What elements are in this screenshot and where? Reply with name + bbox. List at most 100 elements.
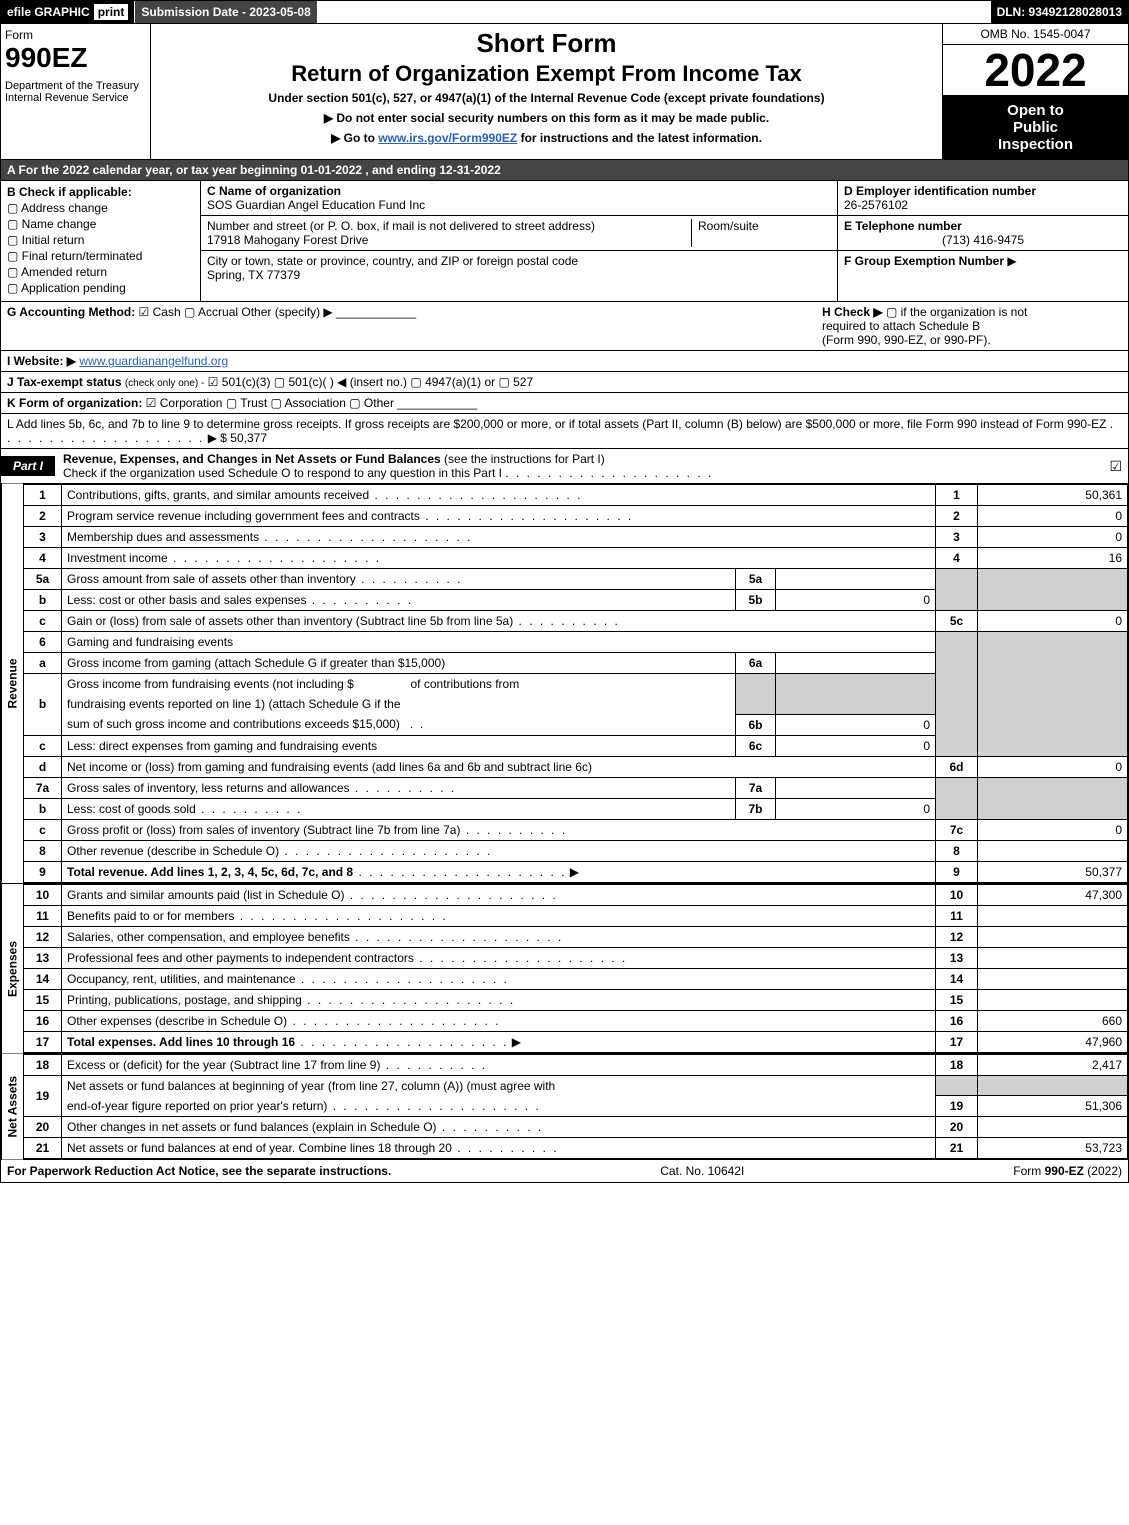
print-button[interactable]: print: [94, 4, 129, 20]
addr-value: 17918 Mahogany Forest Drive: [207, 233, 368, 247]
l5a-desc: Gross amount from sale of assets other t…: [67, 572, 356, 586]
l12-desc: Salaries, other compensation, and employ…: [67, 930, 350, 944]
revenue-side-label: Revenue: [1, 484, 23, 883]
l8-desc: Other revenue (describe in Schedule O): [67, 844, 279, 858]
h-line3: (Form 990, 990-EZ, or 990-PF).: [822, 333, 1122, 347]
l18-desc: Excess or (deficit) for the year (Subtra…: [67, 1058, 380, 1072]
net-assets-section: Net Assets 18Excess or (deficit) for the…: [0, 1054, 1129, 1161]
section-b-label: B Check if applicable:: [7, 185, 194, 199]
part-i-tag: Part I: [1, 456, 55, 476]
l5b-desc: Less: cost or other basis and sales expe…: [67, 593, 306, 607]
org-city-row: City or town, state or province, country…: [201, 251, 837, 285]
website-link[interactable]: www.guardianangelfund.org: [79, 354, 228, 368]
line-3: 3Membership dues and assessments30: [24, 527, 1128, 548]
part-i-checkbox[interactable]: ☑: [1109, 458, 1122, 475]
website-label: I Website: ▶: [7, 354, 76, 368]
l21-desc: Net assets or fund balances at end of ye…: [67, 1141, 452, 1155]
chk-amended-return[interactable]: Amended return: [7, 265, 194, 279]
l13-desc: Professional fees and other payments to …: [67, 951, 414, 965]
tax-year: 2022: [943, 45, 1128, 96]
chk-final-return[interactable]: Final return/terminated: [7, 249, 194, 263]
city-label: City or town, state or province, country…: [207, 254, 578, 268]
chk-4947[interactable]: 4947(a)(1) or: [410, 375, 495, 389]
part-i-title: Revenue, Expenses, and Changes in Net As…: [55, 449, 721, 483]
line-5a: 5aGross amount from sale of assets other…: [24, 569, 1128, 590]
h-chk[interactable]: ▢ if the organization is not: [886, 305, 1027, 319]
expenses-side-label: Expenses: [1, 884, 23, 1053]
l6b-d1: Gross income from fundraising events (no…: [67, 677, 354, 691]
line-19-2: end-of-year figure reported on prior yea…: [24, 1096, 1128, 1117]
l14-desc: Occupancy, rent, utilities, and maintena…: [67, 972, 296, 986]
addr-label: Number and street (or P. O. box, if mail…: [207, 219, 595, 233]
footer-right: Form 990-EZ (2022): [1013, 1164, 1122, 1178]
section-e: E Telephone number (713) 416-9475: [838, 216, 1128, 251]
acct-cash[interactable]: Cash: [139, 305, 181, 319]
chk-association[interactable]: Association: [271, 396, 346, 410]
l6b-d2: of contributions from: [411, 677, 520, 691]
section-l: L Add lines 5b, 6c, and 7b to line 9 to …: [0, 414, 1129, 449]
section-b: B Check if applicable: Address change Na…: [1, 181, 201, 301]
phone-label: E Telephone number: [844, 219, 1122, 233]
efile-label: efile GRAPHIC print: [1, 1, 135, 23]
chk-corporation[interactable]: Corporation: [146, 396, 223, 410]
line-18: 18Excess or (deficit) for the year (Subt…: [24, 1054, 1128, 1075]
footer-right-pre: Form: [1013, 1164, 1044, 1178]
line-2: 2Program service revenue including gover…: [24, 506, 1128, 527]
chk-trust[interactable]: Trust: [226, 396, 267, 410]
line-6: 6Gaming and fundraising events: [24, 632, 1128, 653]
revenue-table: 1Contributions, gifts, grants, and simil…: [23, 484, 1128, 883]
footer-right-bold: 990-EZ: [1045, 1164, 1084, 1178]
line-7c: cGross profit or (loss) from sales of in…: [24, 819, 1128, 840]
line-20: 20Other changes in net assets or fund ba…: [24, 1117, 1128, 1138]
ein-value: 26-2576102: [844, 198, 1122, 212]
irs-link[interactable]: www.irs.gov/Form990EZ: [378, 131, 517, 145]
bullet-goto: ▶ Go to www.irs.gov/Form990EZ for instru…: [157, 131, 936, 145]
ein-label: D Employer identification number: [844, 184, 1122, 198]
l6b-d4: sum of such gross income and contributio…: [67, 717, 400, 731]
line-4: 4Investment income416: [24, 548, 1128, 569]
part-i-note: (see the instructions for Part I): [444, 452, 605, 466]
chk-527[interactable]: 527: [498, 375, 533, 389]
header-right: OMB No. 1545-0047 2022 Open to Public In…: [943, 24, 1128, 159]
footer-left: For Paperwork Reduction Act Notice, see …: [7, 1164, 391, 1178]
phone-value: (713) 416-9475: [844, 233, 1122, 247]
section-c: C Name of organization SOS Guardian Ange…: [201, 181, 838, 301]
l7b-desc: Less: cost of goods sold: [67, 802, 196, 816]
chk-initial-return[interactable]: Initial return: [7, 233, 194, 247]
line-9: 9Total revenue. Add lines 1, 2, 3, 4, 5c…: [24, 861, 1128, 882]
open-line1: Open to: [947, 102, 1124, 119]
chk-501c3[interactable]: 501(c)(3): [208, 375, 271, 389]
chk-other-org[interactable]: Other: [349, 396, 394, 410]
revenue-section: Revenue 1Contributions, gifts, grants, a…: [0, 484, 1129, 884]
acct-accrual[interactable]: Accrual: [184, 305, 238, 319]
line-19-1: 19Net assets or fund balances at beginni…: [24, 1075, 1128, 1096]
sections-def: D Employer identification number 26-2576…: [838, 181, 1128, 301]
department: Department of the Treasury Internal Reve…: [5, 80, 146, 104]
chk-address-change[interactable]: Address change: [7, 201, 194, 215]
sec-l-arrow: ▶ $: [208, 431, 227, 445]
chk-501c[interactable]: 501(c)( ) ◀ (insert no.): [274, 375, 407, 389]
subtitle: Under section 501(c), 527, or 4947(a)(1)…: [157, 91, 936, 105]
bullet2-post: for instructions and the latest informat…: [517, 131, 762, 145]
chk-name-change[interactable]: Name change: [7, 217, 194, 231]
section-a: A For the 2022 calendar year, or tax yea…: [0, 160, 1129, 181]
sec-l-value: 50,377: [230, 431, 267, 445]
efile-text: efile GRAPHIC: [7, 5, 90, 19]
tax-exempt-note: (check only one) -: [125, 378, 204, 389]
chk-application-pending[interactable]: Application pending: [7, 281, 194, 295]
org-address-row: Number and street (or P. O. box, if mail…: [201, 216, 837, 251]
bullet2-pre: Go to: [344, 131, 379, 145]
footer-cat-no: Cat. No. 10642I: [660, 1164, 744, 1178]
expenses-table: 10Grants and similar amounts paid (list …: [23, 884, 1128, 1053]
top-bar: efile GRAPHIC print Submission Date - 20…: [0, 0, 1129, 24]
header-left: Form 990EZ Department of the Treasury In…: [1, 24, 151, 159]
part-i-dots: [505, 466, 713, 480]
room-suite-label: Room/suite: [698, 219, 759, 233]
form-number: 990EZ: [5, 42, 146, 74]
line-5c: cGain or (loss) from sale of assets othe…: [24, 611, 1128, 632]
line-8: 8Other revenue (describe in Schedule O)8: [24, 840, 1128, 861]
room-suite: Room/suite: [691, 219, 831, 247]
footer: For Paperwork Reduction Act Notice, see …: [0, 1160, 1129, 1183]
l15-desc: Printing, publications, postage, and shi…: [67, 993, 302, 1007]
acct-other[interactable]: Other (specify) ▶: [241, 305, 332, 319]
